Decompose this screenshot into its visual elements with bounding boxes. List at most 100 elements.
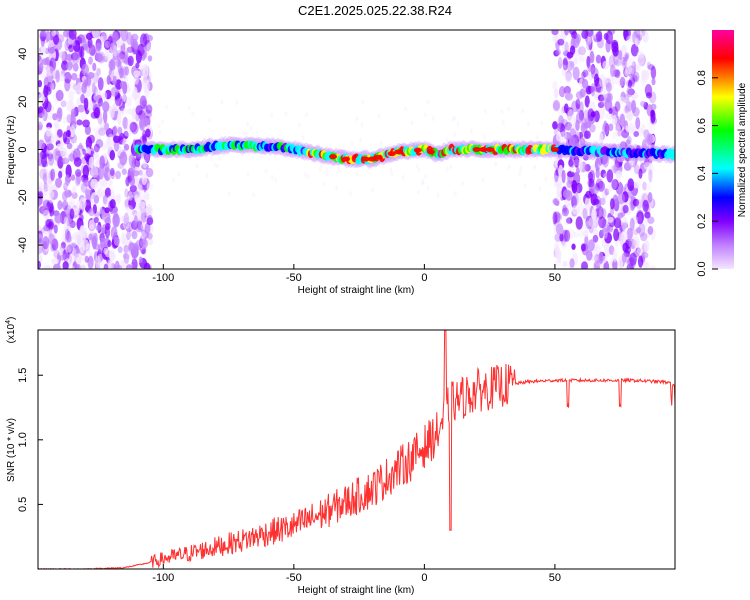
heatmap-cell: [112, 213, 120, 228]
heatmap-cell: [604, 123, 610, 137]
heatmap-cell: [618, 49, 623, 61]
heatmap-cell: [104, 187, 112, 198]
heatmap-cell: [112, 45, 118, 57]
heatmap-cell: [591, 254, 598, 264]
heatmap-cell: [117, 246, 123, 254]
heatmap-cell: [47, 66, 54, 77]
heatmap-cell: [38, 244, 43, 255]
heatmap-cell: [572, 193, 579, 207]
heatmap-cell: [123, 212, 129, 227]
heatmap-cell: [90, 178, 99, 190]
heatmap-cell: [627, 178, 635, 192]
heatmap-cell: [635, 226, 642, 234]
heatmap-cell: [417, 167, 421, 173]
heatmap-cell: [614, 101, 621, 112]
heatmap-cell: [581, 30, 589, 39]
heatmap-cell: [566, 180, 573, 188]
heatmap-cell: [38, 93, 46, 104]
heatmap-cell: [625, 101, 633, 112]
heatmap-cell: [77, 104, 85, 113]
heatmap-cell: [651, 78, 656, 86]
heatmap-cell: [42, 107, 48, 122]
heatmap-cell: [619, 113, 626, 128]
heatmap-cell: [578, 55, 585, 62]
spectrogram-panel: -100 -50 0 50 -40 -20 0 20 40 Height of straigh…: [6, 29, 676, 296]
heatmap-cell: [104, 53, 113, 60]
heatmap-cell: [585, 190, 592, 199]
heatmap-cell: [105, 127, 114, 138]
heatmap-cell: [78, 46, 83, 58]
heatmap-cell: [595, 168, 600, 179]
heatmap-cell: [619, 76, 626, 87]
heatmap-cell: [133, 75, 139, 85]
heatmap-cell: [599, 74, 606, 88]
y-tick-label: -40: [17, 237, 29, 253]
heatmap-cell: [643, 261, 650, 269]
heatmap-cell: [552, 211, 558, 225]
heatmap-cell: [54, 148, 60, 163]
heatmap-cell: [93, 106, 100, 119]
heatmap-cell: [322, 181, 326, 187]
heatmap-cell: [88, 56, 93, 65]
heatmap-cell: [39, 30, 47, 42]
heatmap-cell: [580, 243, 586, 252]
heatmap-cell: [38, 238, 43, 246]
heatmap-cell: [89, 45, 95, 56]
heatmap-cell: [479, 147, 488, 152]
heatmap-cell: [106, 259, 113, 269]
heatmap-cell: [318, 167, 322, 173]
heatmap-cell: [138, 206, 147, 214]
colorbar-label: Normalized spectral amplitude: [737, 82, 748, 217]
heatmap-cell: [390, 171, 394, 177]
colorbar-ticks: 0.0 0.2 0.4 0.6 0.8: [696, 70, 718, 277]
heatmap-cell: [526, 120, 530, 126]
heatmap-cell: [124, 66, 129, 76]
heatmap-cell: [609, 64, 616, 78]
heatmap-cell: [66, 61, 73, 71]
heatmap-cell: [120, 107, 128, 115]
heatmap-cell: [66, 202, 74, 209]
heatmap-cell: [146, 217, 154, 226]
heatmap-cell: [139, 64, 146, 78]
heatmap-cell: [420, 180, 424, 186]
heatmap-cell: [567, 228, 576, 240]
heatmap-cell: [597, 94, 605, 102]
heatmap-cell: [600, 86, 606, 96]
heatmap-cell: [561, 241, 568, 249]
heatmap-cell: [38, 225, 42, 232]
heatmap-cell: [48, 218, 54, 230]
bottom-x-axis-label: Height of straight line (km): [298, 585, 415, 596]
heatmap-cell: [87, 99, 93, 112]
heatmap-cell: [583, 154, 589, 161]
heatmap-cell: [553, 179, 559, 188]
x-tick-label: 50: [549, 272, 561, 284]
heatmap-cell: [348, 190, 352, 196]
heatmap-cell: [335, 185, 339, 191]
heatmap-cell: [110, 86, 119, 97]
heatmap-cell: [329, 154, 338, 160]
heatmap-cell: [124, 75, 129, 84]
heatmap-cell: [615, 124, 621, 137]
heatmap-cell: [123, 253, 130, 264]
heatmap-cell: [560, 123, 566, 137]
heatmap-cell: [567, 109, 576, 123]
heatmap-cell: [108, 60, 114, 70]
heatmap-cell: [558, 164, 564, 179]
heatmap-cell: [71, 191, 78, 200]
heatmap-cell: [38, 108, 42, 115]
heatmap-cell: [110, 226, 118, 240]
heatmap-cell: [103, 263, 109, 269]
heatmap-cell: [432, 116, 436, 122]
heatmap-cell: [38, 139, 45, 151]
heatmap-cell: [76, 119, 83, 126]
top-y-axis-label: Frequency (Hz): [6, 116, 17, 185]
heatmap-cell: [49, 206, 54, 217]
heatmap-cell: [246, 121, 250, 127]
heatmap-cell: [55, 89, 64, 102]
heatmap-cell: [635, 179, 642, 190]
heatmap-cell: [105, 222, 111, 231]
heatmap-cell: [586, 30, 594, 37]
heatmap-cell: [403, 106, 407, 112]
heatmap-cell: [564, 72, 572, 84]
heatmap-cell: [377, 113, 381, 119]
